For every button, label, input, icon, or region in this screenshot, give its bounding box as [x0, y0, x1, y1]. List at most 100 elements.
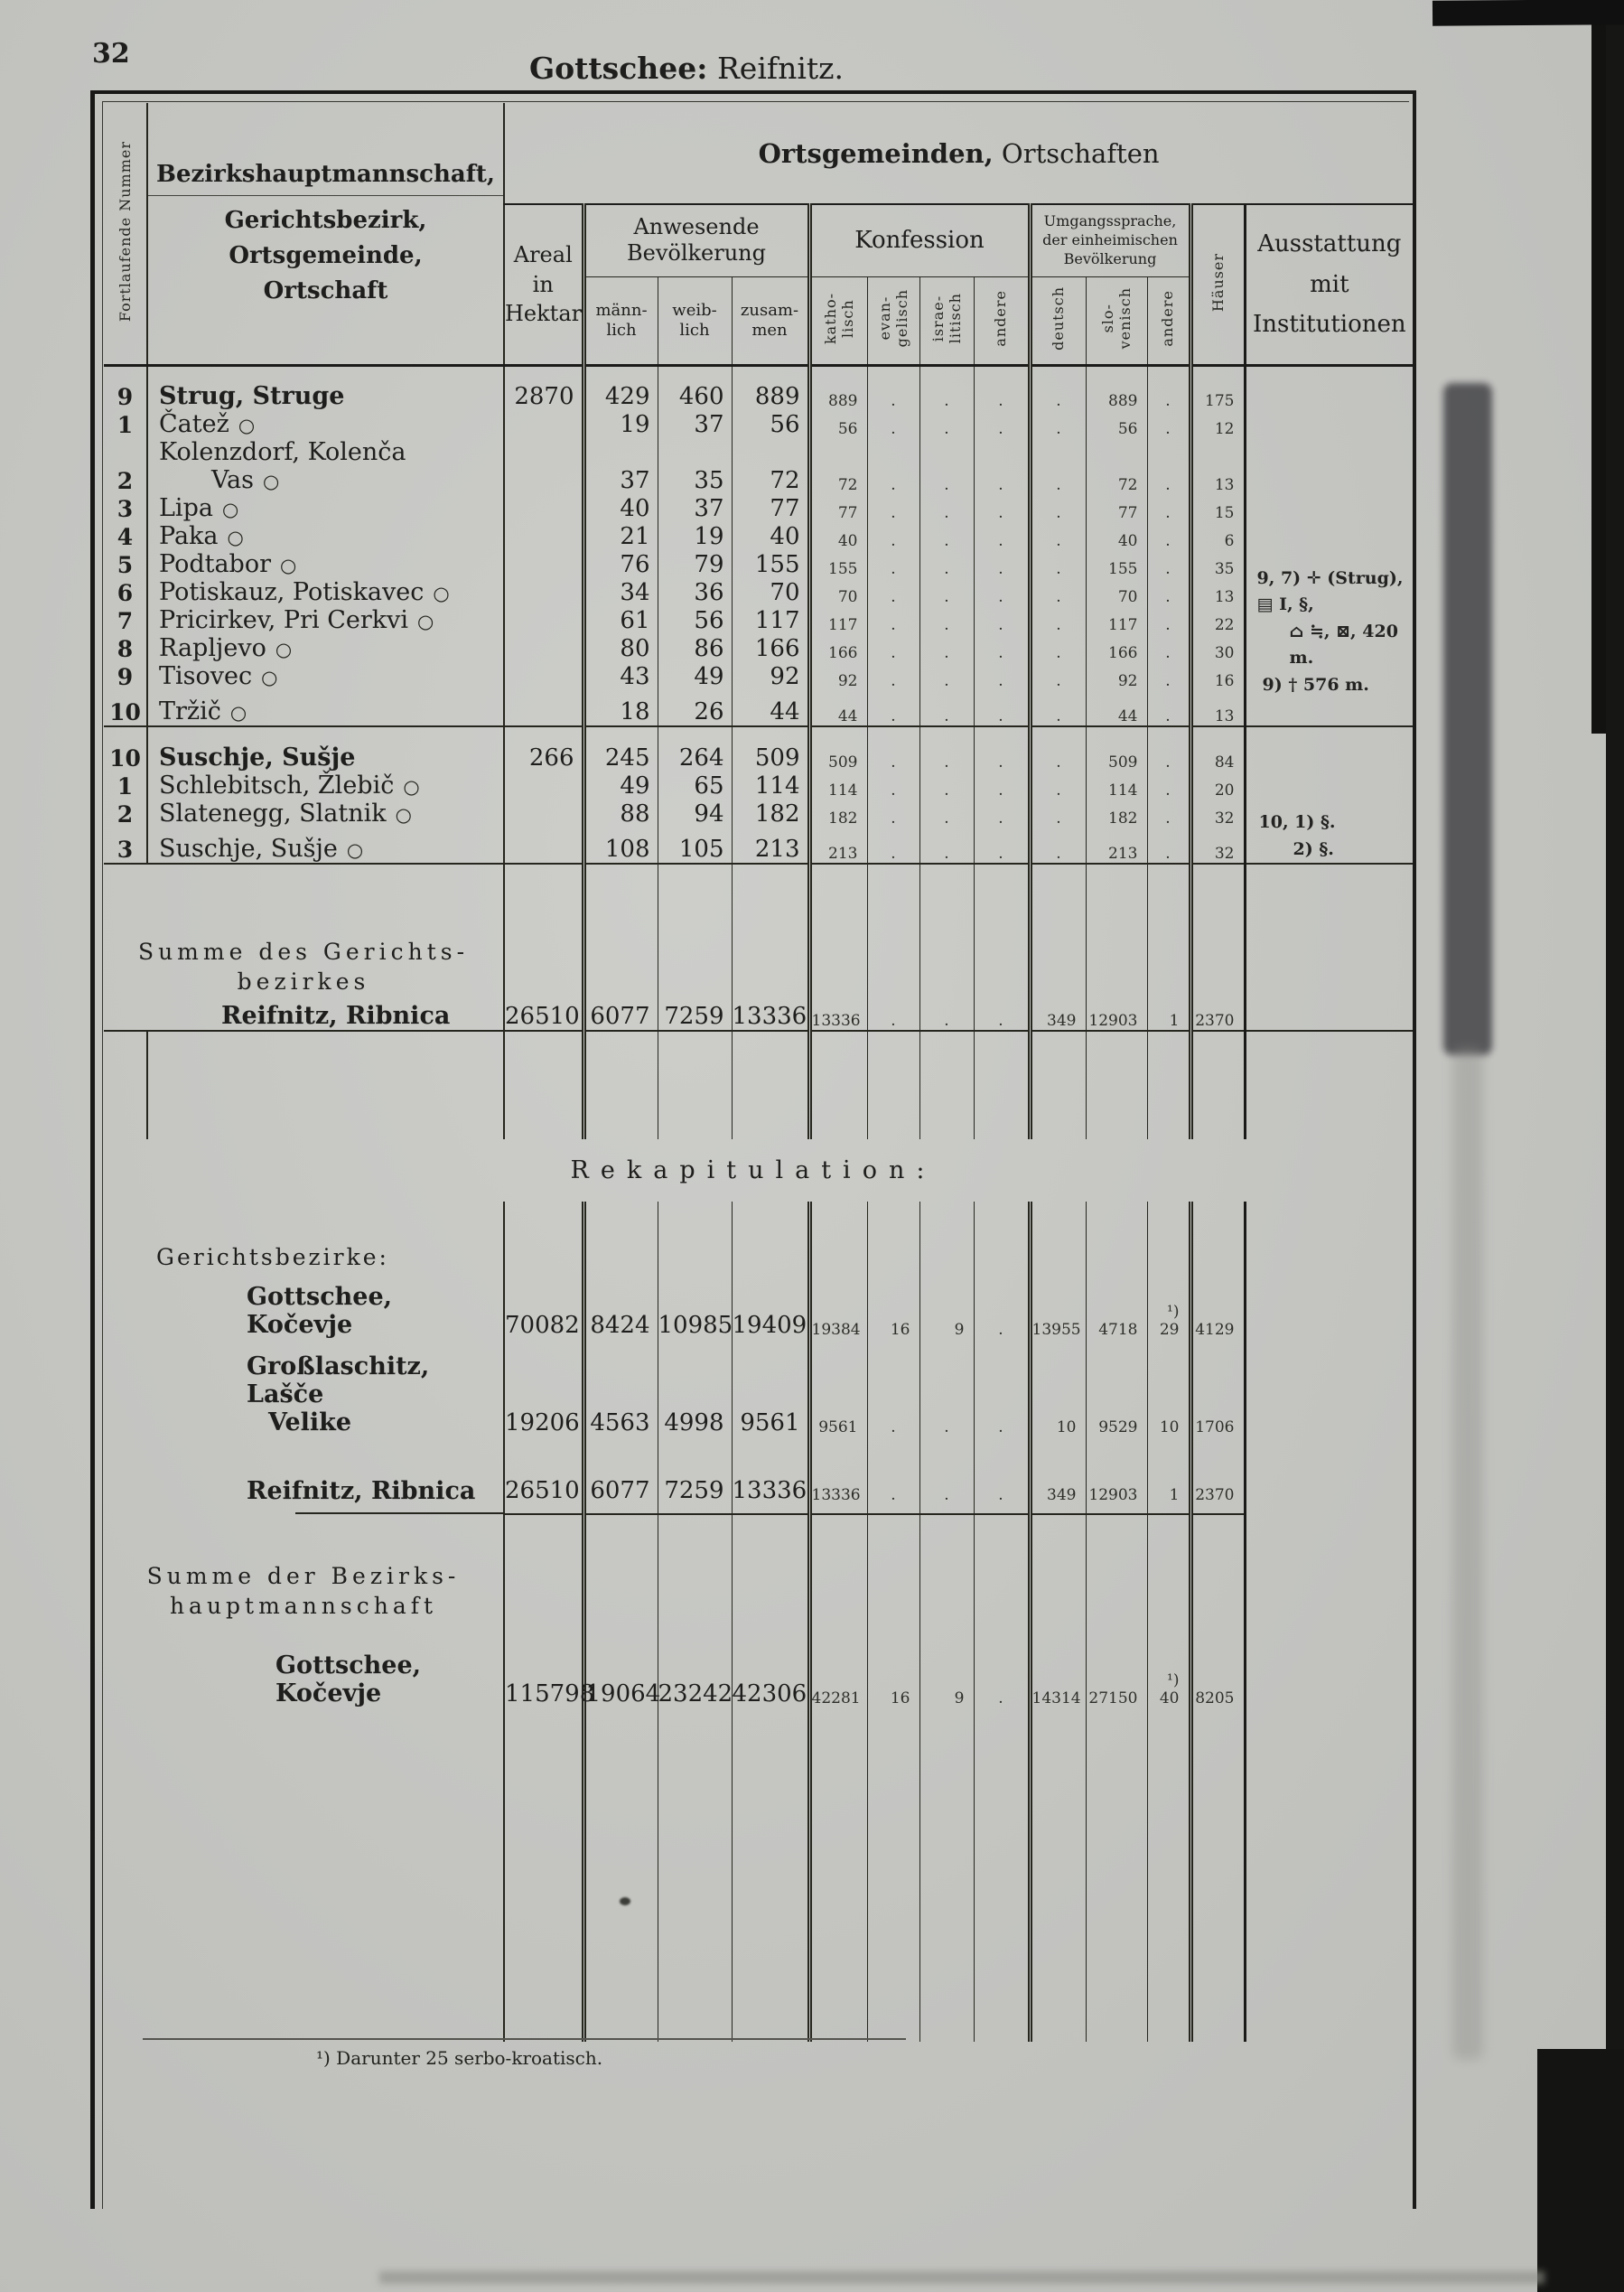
cell-z: 13336 [731, 863, 809, 1031]
institutions-empty [1243, 1202, 1413, 1279]
village-circle-icon: ○ [238, 415, 256, 436]
cell-slo: 72 [1085, 438, 1147, 494]
cell-m: 245 [581, 725, 658, 772]
place-name-text: Paka [159, 522, 219, 550]
cell-w: 56 [657, 606, 732, 634]
cell-de [1027, 1202, 1086, 1279]
column-header-katholisch: katho- lisch [807, 276, 867, 365]
cell-isr: . [919, 800, 974, 828]
konfession-andere-label: andere [992, 290, 1010, 347]
cell-kath: 182 [807, 800, 867, 828]
cell-and1: . [973, 690, 1030, 726]
cell-and2: . [1146, 828, 1190, 864]
place-name-text: Strug, Struge [159, 382, 345, 410]
cell-and1: . [973, 634, 1030, 662]
summe-label-line1: Summe des Gerichts- [137, 939, 470, 965]
place-name: Čatež ○ [146, 410, 504, 438]
table-frame-inner-rule [102, 101, 1409, 2209]
column-header-institutions: Ausstattung mit Institutionen [1243, 204, 1414, 365]
column-header-running-number: Fortlaufende Nummer [104, 103, 147, 365]
place-name: Podtabor ○ [146, 550, 504, 578]
cell-and2: . [1146, 363, 1190, 410]
cell-haus: 175 [1188, 363, 1245, 410]
page-number: 32 [92, 38, 130, 70]
cell-z: 114 [731, 772, 809, 800]
cell-m: 429 [581, 363, 658, 410]
cell-slo: 56 [1085, 410, 1147, 438]
cell-haus: 32 [1188, 800, 1245, 828]
scan-bottom-smear [379, 2271, 1545, 2284]
cell-and1: . [973, 410, 1030, 438]
cell-haus: 20 [1188, 772, 1245, 800]
cell-and1: . [973, 1630, 1030, 1717]
cell-and1: . [973, 578, 1030, 606]
cell-areal [503, 634, 583, 662]
cell-and2: 1 [1146, 863, 1190, 1031]
recap-summe-row: Gottschee, Kočevje 115798 19064 23242 42306 4… [104, 1630, 1413, 1717]
cell-m: 21 [581, 522, 658, 550]
ortschaft-row: 1 Čatež ○ 19 37 56 56.... 56. 12 [104, 410, 1413, 438]
district-name-text: Reifnitz, Ribnica [247, 1477, 476, 1505]
column-header-deutsch: deutsch [1027, 276, 1086, 365]
cell-w [657, 1202, 732, 1279]
cell-kath: 72 [807, 438, 867, 494]
institutions-note: 10, 1) §. 2) §. [1243, 725, 1414, 864]
cell-de: . [1027, 606, 1086, 634]
recap-empty-row [104, 1717, 1413, 2042]
cell-slo: 509 [1085, 725, 1147, 772]
cell-and2: 10 [1146, 1348, 1190, 1445]
cell-isr: . [919, 863, 974, 1031]
recap-summe-label-row: Summe der Bezirks-hauptmannschaft [104, 1512, 1413, 1630]
separator-rule [295, 1512, 503, 1514]
note-line: 9) † 576 m. [1262, 674, 1369, 695]
recap-row: Reifnitz, Ribnica 26510 6077 7259 13336 13336… [104, 1445, 1413, 1514]
haeuser-label: Häuser [1209, 253, 1227, 313]
row-number: 5 [117, 552, 134, 578]
cell-kath [807, 1717, 867, 2042]
israelitisch-label: israe- litisch [929, 293, 964, 344]
cell-haus: 2370 [1188, 863, 1245, 1031]
place-name: Pricirkev, Pri Cerkvi ○ [146, 606, 504, 634]
cell-de: . [1027, 522, 1086, 550]
column-header-female: weib- lich [657, 276, 732, 365]
group-header-konfession: Konfession [807, 204, 1030, 277]
cell-de: . [1027, 363, 1086, 410]
cell-slo: 77 [1085, 494, 1147, 522]
district-name: Reifnitz, Ribnica [104, 1445, 504, 1514]
row-number: 2 [117, 468, 134, 494]
cell-z: 9561 [731, 1348, 809, 1445]
place-name-text: Tisovec [159, 662, 253, 690]
place-name-text: Rapljevo [159, 634, 266, 662]
place-name: Schlebitsch, Žlebič ○ [146, 772, 504, 800]
cell-ev: . [866, 662, 919, 690]
row-number: 10 [109, 699, 141, 725]
cell-kath: 509 [807, 725, 867, 772]
cell-slo: 12903 [1085, 863, 1147, 1031]
cell-isr: . [919, 438, 974, 494]
cell-de [1027, 1717, 1086, 2042]
cell-haus: 12 [1188, 410, 1245, 438]
row-number: 9 [117, 664, 134, 690]
cell-kath: 56 [807, 410, 867, 438]
cell-de: 10 [1027, 1348, 1086, 1445]
cell-de: . [1027, 550, 1086, 578]
place-name-text: Slatenegg, Slatnik [159, 800, 387, 828]
column-header-total: zusam- men [731, 276, 809, 365]
cell-ev: 16 [866, 1279, 919, 1348]
cell-ev: . [866, 863, 919, 1031]
cell-ev [866, 1717, 919, 2042]
village-circle-icon: ○ [227, 527, 244, 548]
footnote-rule [143, 2038, 906, 2040]
cell-z: 70 [731, 578, 809, 606]
cell-z: 509 [731, 725, 809, 772]
institutions-empty [1243, 1348, 1413, 1445]
cell-m: 108 [581, 828, 658, 864]
cell-haus: 13 [1188, 438, 1245, 494]
place-name: Lipa ○ [146, 494, 504, 522]
cell-and1: . [973, 522, 1030, 550]
cell-empty [104, 1717, 504, 2042]
ortschaft-row: 7 Pricirkev, Pri Cerkvi ○ 61 56 117 117.... 117… [104, 606, 1413, 634]
cell-areal [503, 1513, 583, 1630]
cell-and2 [1146, 1030, 1190, 1139]
